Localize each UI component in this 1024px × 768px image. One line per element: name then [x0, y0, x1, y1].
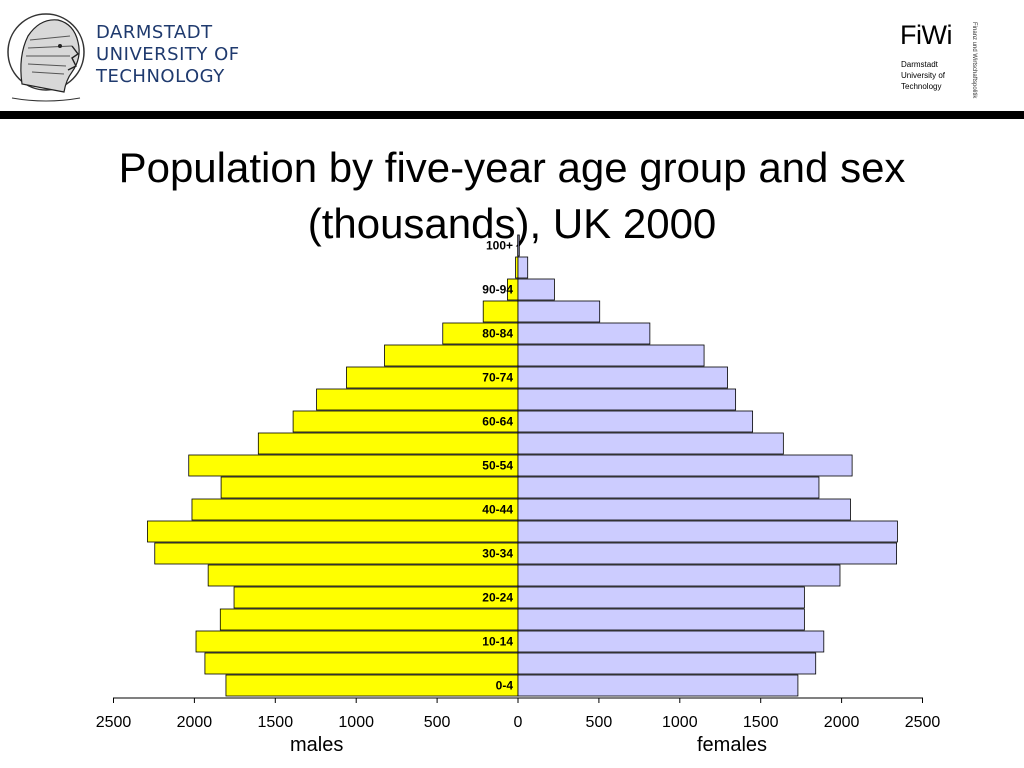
age-group-label: 50-54 [482, 459, 513, 473]
bar-female [517, 674, 799, 697]
bar-male [154, 542, 519, 565]
x-tick-label: 2500 [96, 714, 132, 731]
age-group-label: 20-24 [482, 591, 513, 605]
fiwi-subtitle-line: University of [901, 71, 946, 80]
fiwi-subtitle-line: Technology [901, 82, 942, 91]
fiwi-title: FiWi [900, 20, 952, 50]
fiwi-vertical-text: Finanz und Wirtschaftspolitik [971, 22, 977, 99]
bar-male [219, 608, 519, 631]
bar-female [517, 608, 805, 631]
university-name-line: DARMSTADT [96, 22, 213, 43]
bar-male [207, 564, 519, 587]
bar-male [204, 652, 519, 675]
x-tick-label: 1500 [743, 714, 779, 731]
bar-female [517, 278, 555, 301]
fiwi-subtitle: Darmstadt University of Technology [901, 59, 945, 92]
bar-male [257, 432, 519, 455]
age-group-label: 0-4 [496, 679, 514, 693]
bar-female [517, 388, 737, 411]
bar-female [517, 586, 805, 609]
age-group-label: 90-94 [482, 283, 513, 297]
bar-female [517, 256, 529, 279]
bar-female [517, 344, 705, 367]
bar-female [517, 542, 898, 565]
x-tick-label: 1500 [258, 714, 294, 731]
bar-female [517, 366, 728, 389]
age-group-label: 10-14 [482, 635, 513, 649]
university-name-line: UNIVERSITY OF [96, 44, 240, 65]
x-tick-label: 500 [424, 714, 451, 731]
bar-female [517, 652, 817, 675]
x-axis-label-males: males [290, 734, 344, 756]
age-group-label: 80-84 [482, 327, 513, 341]
x-tick-label: 1000 [662, 714, 698, 731]
bar-female [517, 498, 851, 521]
bar-male [188, 454, 519, 477]
bar-male [482, 300, 519, 323]
x-axis-label-females: females [697, 734, 768, 756]
slide-title-line: Population by five-year age group and se… [118, 144, 906, 191]
bar-female [517, 564, 841, 587]
slide-title: Population by five-year age group and se… [0, 140, 1024, 252]
bar-male [233, 586, 519, 609]
bar-male [220, 476, 519, 499]
slide-title-line: (thousands), UK 2000 [307, 200, 717, 247]
x-tick-label: 2000 [824, 714, 860, 731]
bar-female [517, 520, 898, 543]
fiwi-subtitle-line: Darmstadt [901, 60, 938, 69]
bar-female [517, 234, 520, 257]
x-tick-label: 500 [586, 714, 613, 731]
age-group-label: 30-34 [482, 547, 513, 561]
bar-female [517, 410, 754, 433]
bar-male [225, 674, 519, 697]
age-group-label: 100+ [486, 239, 513, 253]
bar-male [191, 498, 519, 521]
bar-female [517, 476, 820, 499]
bar-female [517, 300, 601, 323]
bar-male [147, 520, 519, 543]
age-group-label: 60-64 [482, 415, 513, 429]
x-tick-label: 2000 [177, 714, 213, 731]
bar-male [316, 388, 519, 411]
university-name: DARMSTADT UNIVERSITY OF TECHNOLOGY [96, 22, 240, 88]
university-seal-logo [7, 13, 85, 102]
header-divider [0, 111, 1024, 119]
bar-male [384, 344, 519, 367]
bar-male [195, 630, 519, 653]
x-tick-label: 2500 [905, 714, 941, 731]
fiwi-logo: FiWi Darmstadt University of Technology … [900, 20, 1010, 100]
x-tick-label: 0 [514, 714, 523, 731]
x-tick-label: 1000 [338, 714, 374, 731]
bar-female [517, 630, 825, 653]
bar-female [517, 322, 651, 345]
age-group-label: 70-74 [482, 371, 513, 385]
bar-female [517, 454, 853, 477]
bar-female [517, 432, 784, 455]
university-name-line: TECHNOLOGY [96, 66, 225, 87]
slide-header: DARMSTADT UNIVERSITY OF TECHNOLOGY FiWi … [0, 0, 1024, 112]
age-group-label: 40-44 [482, 503, 513, 517]
